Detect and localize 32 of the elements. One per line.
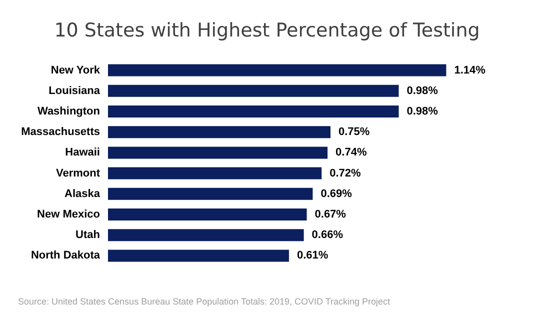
bar: [108, 64, 446, 76]
data-label: 0.98%: [406, 84, 438, 97]
data-label: 0.69%: [320, 188, 352, 200]
y-tick-label: Louisiana: [48, 84, 101, 97]
y-tick-label: New Mexico: [37, 208, 100, 220]
data-label: 0.67%: [314, 208, 346, 220]
y-tick-label: Hawaii: [65, 146, 100, 159]
y-tick-label: Utah: [76, 229, 100, 242]
data-label: 1.14%: [454, 64, 486, 76]
y-tick-label: Alaska: [64, 188, 101, 200]
y-tick-label: Massachusetts: [21, 126, 100, 138]
data-label: 0.74%: [336, 146, 367, 159]
y-tick-label: New York: [50, 64, 101, 76]
bar: [108, 250, 289, 262]
data-label: 0.98%: [406, 106, 438, 118]
y-tick-label: North Dakota: [30, 250, 101, 262]
bar: [108, 84, 399, 97]
bar: [108, 106, 399, 118]
y-tick-label: Washington: [37, 106, 100, 118]
data-label: 0.72%: [330, 167, 362, 180]
bar: [108, 188, 313, 200]
source-note: Source: United States Census Bureau State Population Totals: 2019, COVID Tracking Project: [18, 296, 391, 306]
y-tick-label: Vermont: [56, 167, 100, 180]
bar: [108, 167, 322, 180]
bar: [108, 208, 307, 220]
bar: [108, 146, 328, 159]
bar: [108, 229, 304, 242]
chart-title: 10 States with Highest Percentage of Testing: [54, 20, 480, 42]
bar: [108, 126, 330, 138]
data-label: 0.66%: [312, 229, 344, 242]
data-label: 0.75%: [338, 126, 370, 138]
data-label: 0.61%: [296, 250, 328, 262]
